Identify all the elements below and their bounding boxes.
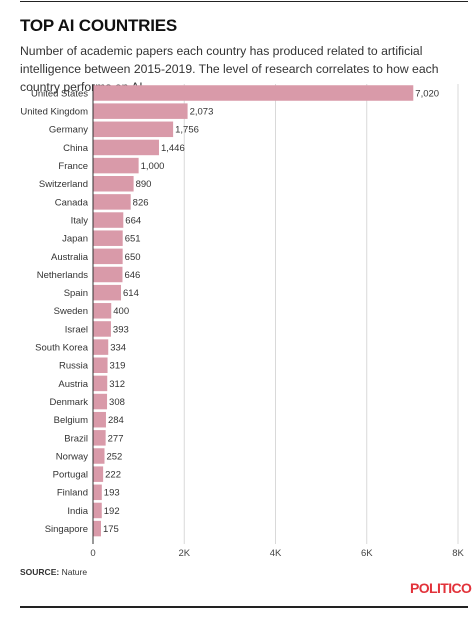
- category-label: Belgium: [54, 415, 88, 426]
- value-label: 312: [109, 379, 125, 390]
- category-label: Switzerland: [39, 179, 88, 190]
- category-label: Norway: [56, 451, 88, 462]
- politico-logo: POLITICO: [410, 580, 472, 596]
- bar: [93, 248, 123, 265]
- source-note: SOURCE: Nature: [20, 567, 87, 577]
- bar: [93, 157, 139, 174]
- x-tick-label: 6K: [361, 548, 373, 559]
- value-label: 826: [133, 197, 149, 208]
- category-label: Denmark: [49, 397, 88, 408]
- category-label: China: [63, 143, 89, 154]
- category-label: Sweden: [54, 306, 88, 317]
- category-label: Japan: [62, 234, 88, 245]
- value-label: 284: [108, 415, 124, 426]
- x-tick-label: 8K: [452, 548, 464, 559]
- value-label: 7,020: [415, 88, 439, 99]
- bar: [93, 194, 131, 210]
- category-label: Spain: [64, 288, 88, 299]
- x-tick-label: 4K: [270, 548, 282, 559]
- bar: [93, 520, 101, 537]
- chart-subtitle: Number of academic papers each country h…: [20, 44, 439, 94]
- bar: [93, 430, 106, 446]
- category-label: Portugal: [53, 470, 88, 481]
- bar: [93, 411, 106, 428]
- top-rule: [20, 1, 468, 2]
- bar: [93, 266, 123, 283]
- category-label: Russia: [59, 361, 89, 372]
- bar: [93, 121, 174, 138]
- category-label: Netherlands: [37, 270, 88, 281]
- bar: [93, 103, 188, 119]
- category-label: Finland: [57, 488, 88, 499]
- category-label: India: [67, 506, 88, 517]
- source-text: Nature: [61, 567, 88, 577]
- value-label: 651: [125, 234, 141, 245]
- category-label: Germany: [49, 125, 88, 136]
- x-tick-label: 0: [90, 548, 95, 559]
- category-label: South Korea: [35, 343, 89, 354]
- bar: [93, 393, 108, 410]
- bar: [93, 85, 414, 101]
- category-label: France: [58, 161, 88, 172]
- bar: [93, 357, 108, 373]
- value-label: 193: [104, 488, 120, 499]
- value-label: 319: [110, 361, 126, 372]
- source-label: SOURCE:: [20, 567, 60, 577]
- category-label: United States: [31, 88, 88, 99]
- value-label: 614: [123, 288, 139, 299]
- category-label: Brazil: [64, 433, 88, 444]
- bottom-rule: [20, 606, 468, 608]
- category-label: United Kingdom: [20, 107, 88, 118]
- category-label: Australia: [51, 252, 89, 263]
- value-label: 400: [113, 306, 129, 317]
- value-label: 2,073: [190, 107, 214, 118]
- value-label: 308: [109, 397, 125, 408]
- value-label: 890: [136, 179, 152, 190]
- chart-title: TOP AI COUNTRIES: [20, 16, 178, 35]
- value-label: 393: [113, 324, 129, 335]
- bar: [93, 466, 104, 482]
- bar: [93, 284, 122, 301]
- bar: [93, 448, 105, 464]
- value-label: 1,756: [175, 125, 199, 136]
- bar: [93, 139, 159, 156]
- bar: [93, 212, 124, 228]
- bar: [93, 230, 123, 246]
- x-tick-label: 2K: [178, 548, 190, 559]
- value-label: 192: [104, 506, 120, 517]
- value-label: 334: [110, 343, 126, 354]
- value-label: 664: [125, 215, 141, 226]
- category-label: Italy: [71, 215, 89, 226]
- bar: [93, 484, 102, 501]
- value-label: 252: [106, 451, 122, 462]
- value-label: 277: [108, 433, 124, 444]
- value-label: 646: [124, 270, 140, 281]
- category-label: Singapore: [45, 524, 88, 535]
- value-label: 1,000: [141, 161, 165, 172]
- category-label: Israel: [65, 324, 88, 335]
- category-label: Canada: [55, 197, 89, 208]
- bar: [93, 321, 111, 337]
- value-label: 1,446: [161, 143, 185, 154]
- bar: [93, 375, 108, 392]
- value-label: 175: [103, 524, 119, 535]
- bar: [93, 303, 112, 319]
- value-label: 222: [105, 470, 121, 481]
- bar: [93, 176, 134, 192]
- value-label: 650: [125, 252, 141, 263]
- bar: [93, 502, 102, 519]
- category-label: Austria: [58, 379, 88, 390]
- bar: [93, 339, 109, 355]
